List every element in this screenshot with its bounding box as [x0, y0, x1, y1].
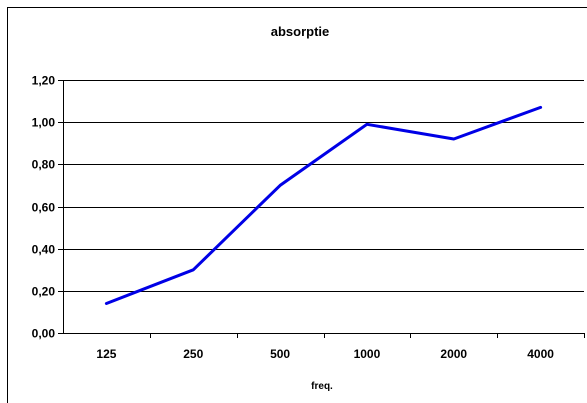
x-axis-tick-labels: 125 250 500 1000 2000 4000: [96, 347, 554, 361]
series-line: [104, 105, 543, 305]
y-tick-label: 0,20: [32, 285, 56, 299]
chart-title: absorptie: [271, 24, 330, 39]
x-axis-label: freq.: [311, 381, 333, 392]
chart-frame: [7, 7, 587, 403]
y-axis-tick-labels: 0,00 0,20 0,40 0,60 0,80 1,00 1,20: [32, 74, 56, 341]
x-tick-label: 4000: [527, 347, 554, 361]
x-tick-label: 2000: [440, 347, 467, 361]
x-tick-label: 250: [183, 347, 203, 361]
x-tick-label: 500: [270, 347, 290, 361]
gridlines: [63, 80, 584, 292]
y-tick-label: 1,20: [32, 74, 56, 88]
y-tick-label: 0,00: [32, 327, 56, 341]
axes: [58, 80, 585, 338]
y-tick-label: 0,60: [32, 201, 56, 215]
y-tick-label: 1,00: [32, 116, 56, 130]
y-tick-label: 0,80: [32, 158, 56, 172]
series-lines: [104, 105, 543, 305]
x-tick-label: 1000: [354, 347, 381, 361]
x-tick-label: 125: [96, 347, 116, 361]
y-tick-label: 0,40: [32, 243, 56, 257]
